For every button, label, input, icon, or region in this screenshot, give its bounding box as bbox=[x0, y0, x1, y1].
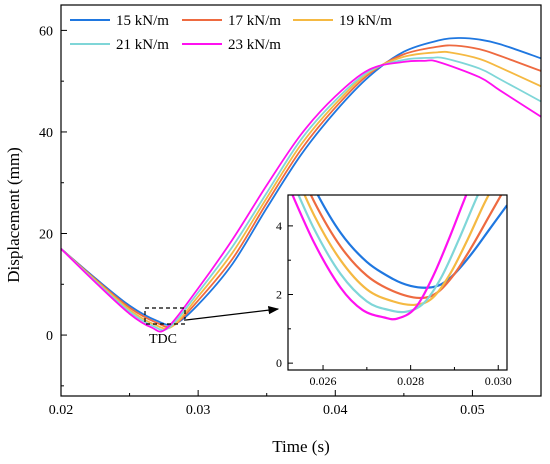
inset-frame bbox=[287, 194, 508, 371]
series-line bbox=[61, 56, 541, 332]
y-tick-label: 40 bbox=[39, 126, 53, 141]
series-line bbox=[61, 59, 541, 333]
legend-label: 15 kN/m bbox=[116, 13, 169, 29]
legend-label: 23 kN/m bbox=[228, 37, 281, 53]
legend-label: 21 kN/m bbox=[116, 37, 169, 53]
y-tick-label: 60 bbox=[39, 24, 53, 39]
inset-series-line bbox=[309, 195, 503, 300]
x-axis-title: Time (s) bbox=[272, 437, 329, 456]
x-tick-label: 0.03 bbox=[186, 403, 211, 418]
tdc-label: TDC bbox=[149, 332, 177, 347]
legend-label: 19 kN/m bbox=[339, 13, 392, 29]
inset-series-line bbox=[297, 195, 480, 314]
inset-x-tick-label: 0.028 bbox=[397, 374, 424, 388]
y-axis-title: Displacement (mm) bbox=[4, 147, 23, 283]
y-tick-label: 0 bbox=[46, 329, 53, 344]
x-tick-label: 0.02 bbox=[49, 403, 74, 418]
legend: 15 kN/m 17 kN/m 19 kN/m 21 kN/m 23 kN/m bbox=[70, 13, 392, 53]
inset-y-tick-label: 0 bbox=[276, 356, 282, 370]
inset-series-line bbox=[316, 195, 507, 289]
inset-x-tick-label: 0.026 bbox=[310, 374, 337, 388]
x-tick-label: 0.04 bbox=[323, 403, 348, 418]
inset-x-tick-label: 0.030 bbox=[485, 374, 512, 388]
y-tick-label: 20 bbox=[39, 228, 53, 243]
main-plot-frame bbox=[60, 4, 542, 397]
inset-y-tick-label: 2 bbox=[276, 288, 282, 302]
inset-y-tick-label: 4 bbox=[276, 219, 282, 233]
legend-label: 17 kN/m bbox=[228, 13, 281, 29]
series-line bbox=[61, 44, 541, 328]
series-line bbox=[61, 50, 541, 330]
series-line bbox=[61, 37, 541, 326]
main-series-group bbox=[61, 37, 541, 333]
zoom-arrow bbox=[185, 305, 280, 321]
inset-axis-ticks: 0.026 0.028 0.030 0 2 4 bbox=[276, 219, 512, 388]
inset-series-group bbox=[291, 195, 507, 321]
inset-series-line bbox=[303, 195, 490, 307]
x-tick-label: 0.05 bbox=[460, 403, 485, 418]
inset-series-line bbox=[291, 195, 468, 321]
